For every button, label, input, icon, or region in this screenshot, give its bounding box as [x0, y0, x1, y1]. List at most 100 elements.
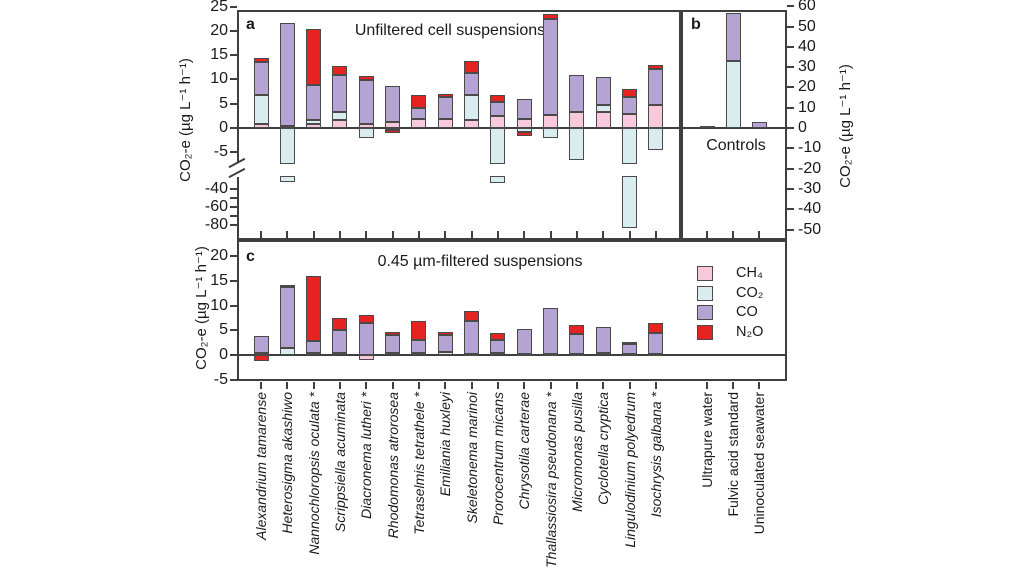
bar-a-12-co-segment — [569, 75, 585, 113]
panel-c-title: 0.45 µm-filtered suspensions — [377, 253, 583, 270]
bar-a-11-co2-segment-neg — [543, 128, 559, 139]
axis-b-y50-tick — [787, 25, 794, 28]
bar-c-2-co-segment — [306, 340, 322, 353]
panel-b-frame — [681, 10, 787, 240]
axis-c-y0-tick — [230, 354, 237, 356]
axis-b-y50-label: 50 — [798, 17, 816, 35]
x-label-control-1: Fulvic acid standard — [725, 392, 741, 517]
axis-a-y20-tick — [230, 29, 237, 32]
bar-c-4-n2o-segment — [358, 315, 374, 323]
bar-c-2-ch4-segment — [306, 352, 322, 355]
bar-a-9-ch4-segment — [490, 116, 506, 128]
bar-b-0-co-segment — [699, 125, 715, 128]
category-3-tick-bottom — [338, 382, 341, 389]
category-1-tick-mid — [286, 231, 289, 238]
bar-a-7-co-segment — [437, 96, 453, 120]
bar-a-2-co2-segment — [306, 120, 322, 125]
x-label-species-3: Scrippsiella acuminata — [331, 392, 348, 533]
bar-a-6-co-segment — [411, 107, 427, 120]
x-label-species-10: Chrysotila carterae — [516, 392, 533, 510]
bar-b-1-co-segment — [725, 13, 741, 61]
x-label-species-14: Lingulodinium polyedrum — [621, 392, 638, 548]
bar-a-2-n2o-segment — [306, 29, 322, 85]
bar-a-14-co2-segment-neg-upper — [622, 128, 638, 164]
legend-swatch-ch4 — [697, 266, 713, 281]
bar-a-10-co-segment — [516, 98, 532, 120]
legend-label-co: CO — [736, 304, 758, 320]
axis-c-y10-label: 10 — [210, 296, 228, 314]
category-17-tick-bottom — [732, 382, 734, 389]
bar-c-0-co-segment — [253, 335, 269, 353]
category-2-tick-bottom — [312, 382, 315, 389]
bar-a-15-co-segment — [648, 68, 664, 106]
axis-a-minor-y-50-tick — [230, 197, 237, 200]
bar-a-4-co-segment — [358, 80, 374, 125]
category-0-tick-bottom — [260, 382, 262, 389]
bar-a-0-co2-segment — [253, 94, 269, 125]
axis-b-y-40-label: -40 — [798, 200, 822, 218]
panel-c-frame — [237, 240, 787, 381]
bar-a-12-co2-segment-neg — [569, 128, 585, 160]
category-6-tick-mid — [417, 231, 420, 238]
axis-b-y-30-label: -30 — [798, 179, 822, 197]
category-18-tick-bottom — [758, 382, 760, 389]
category-14-tick-bottom — [628, 382, 631, 389]
category-0-tick-mid — [260, 231, 262, 238]
bar-a-14-co2-segment-neg-lower — [622, 176, 638, 229]
axis-a-y10-tick — [230, 78, 237, 81]
category-16-tick-bottom — [706, 382, 708, 389]
bar-c-9-n2o-segment — [490, 333, 506, 341]
bar-a-0-n2o-segment — [253, 57, 269, 62]
axis-c-y5-tick — [230, 329, 237, 332]
axis-b-y10-tick — [787, 106, 794, 109]
category-12-tick-bottom — [575, 382, 578, 389]
bar-a-4-co2-segment-neg — [358, 128, 374, 139]
bar-a-3-co2-segment — [332, 111, 348, 121]
bar-c-14-n2o-segment — [622, 342, 638, 345]
bar-a-10-co2-segment-neg — [516, 128, 532, 133]
bar-c-1-co2-segment — [279, 347, 295, 355]
axis-a-y-5-label: -5 — [213, 143, 228, 161]
axis-a-y-5-tick — [230, 151, 237, 154]
category-1-tick-bottom — [286, 382, 289, 389]
category-10-tick-bottom — [523, 382, 526, 389]
bar-c-15-co-segment — [648, 333, 664, 354]
category-5-tick-mid — [391, 231, 394, 238]
category-15-tick-bottom — [654, 382, 657, 389]
bar-c-1-n2o-segment — [279, 285, 295, 288]
x-label-species-5: Rhodomonas atrorosea — [384, 392, 401, 539]
x-label-control-0: Ultrapure water — [699, 392, 715, 488]
bar-c-6-co-segment — [411, 340, 427, 353]
bar-a-15-n2o-segment — [648, 65, 664, 69]
bar-c-8-n2o-segment — [464, 310, 480, 322]
bar-a-9-n2o-segment — [490, 94, 506, 103]
x-label-species-8: Skeletonema marinoi — [463, 392, 480, 524]
x-label-species-0: Alexandrium tamarense — [253, 392, 269, 540]
panel-a-letter: a — [246, 16, 255, 33]
axis-b-y0-tick — [787, 127, 794, 129]
bar-c-3-co-segment — [332, 330, 348, 353]
axis-c-y15-tick — [230, 279, 237, 282]
panel-a-title: Unfiltered cell suspensions — [354, 22, 546, 39]
category-17-tick-mid — [732, 231, 734, 238]
x-label-species-1: Heterosigma akashiwo — [279, 392, 296, 534]
category-9-tick-mid — [496, 231, 499, 238]
bar-c-12-n2o-segment — [569, 325, 585, 335]
category-7-tick-mid — [444, 231, 447, 238]
legend-swatch-n2o — [697, 324, 713, 340]
axis-c-y0-label: 0 — [219, 346, 228, 363]
axis-b-y60-label: 60 — [798, 0, 816, 15]
bar-c-13-co-segment — [595, 326, 611, 353]
legend-label-ch4: CH₄ — [736, 265, 763, 281]
bar-a-11-ch4-segment — [543, 114, 559, 128]
bar-c-3-ch4-segment — [332, 352, 348, 355]
bar-a-1-co-segment — [279, 22, 295, 126]
bar-a-3-co-segment — [332, 74, 348, 112]
panel-c-zero-line — [237, 354, 787, 356]
bar-a-11-n2o-segment — [543, 14, 559, 19]
category-12-tick-mid — [575, 231, 578, 238]
axis-b-y0-label: 0 — [798, 119, 807, 136]
axis-a-y-60-label: -60 — [204, 198, 228, 216]
legend-swatch-co — [697, 305, 713, 320]
